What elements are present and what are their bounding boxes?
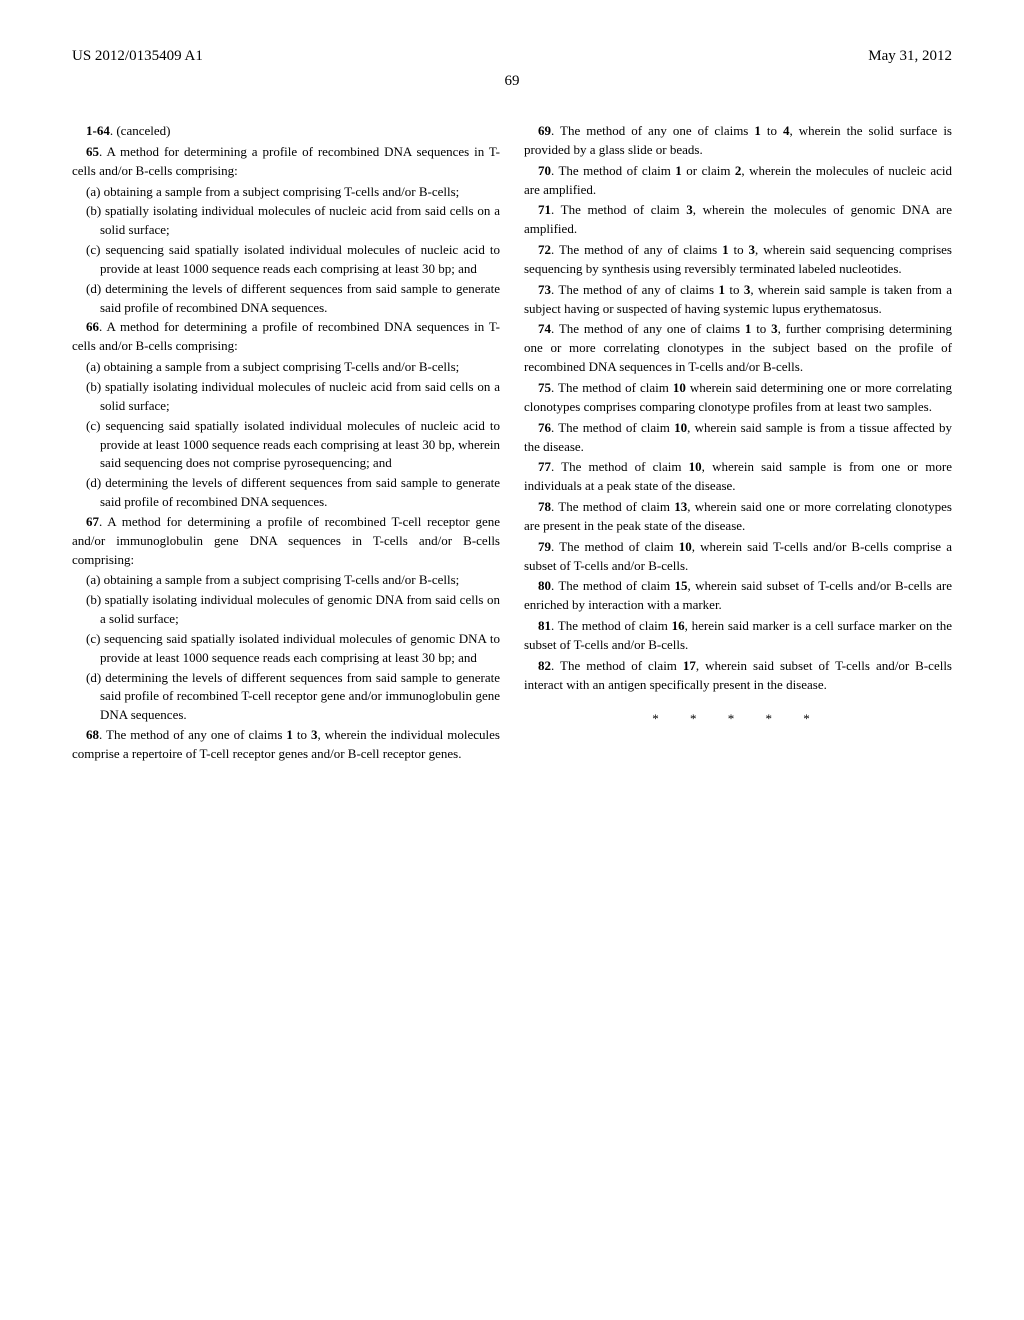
claim-num: 67	[86, 514, 99, 529]
claim-text: or claim	[682, 163, 735, 178]
claim-num: 79	[538, 539, 551, 554]
content-columns: 1-64. (canceled) 65. A method for determ…	[72, 122, 952, 766]
claim-num: 73	[538, 282, 551, 297]
claim-num: 78	[538, 499, 551, 514]
claim-67-c: (c) sequencing said spatially isolated i…	[72, 630, 500, 668]
left-column: 1-64. (canceled) 65. A method for determ…	[72, 122, 500, 766]
claim-text: . (canceled)	[110, 123, 171, 138]
claim-81: 81. The method of claim 16, herein said …	[524, 617, 952, 655]
claim-num: 1-64	[86, 123, 110, 138]
claim-ref: 10	[689, 459, 702, 474]
claim-65-a: (a) obtaining a sample from a subject co…	[72, 183, 500, 202]
claim-68: 68. The method of any one of claims 1 to…	[72, 726, 500, 764]
claim-ref: 16	[672, 618, 685, 633]
claim-77: 77. The method of claim 10, wherein said…	[524, 458, 952, 496]
claim-text: . The method of any one of claims	[551, 321, 745, 336]
claim-69: 69. The method of any one of claims 1 to…	[524, 122, 952, 160]
claim-num: 82	[538, 658, 551, 673]
claim-text: . The method of claim	[551, 420, 674, 435]
claim-78: 78. The method of claim 13, wherein said…	[524, 498, 952, 536]
claim-ref: 17	[683, 658, 696, 673]
page-header: US 2012/0135409 A1 May 31, 2012	[72, 48, 952, 65]
claim-text: . The method of claim	[551, 380, 673, 395]
claim-text: . The method of claim	[551, 618, 672, 633]
claim-73: 73. The method of any of claims 1 to 3, …	[524, 281, 952, 319]
claim-67-a: (a) obtaining a sample from a subject co…	[72, 571, 500, 590]
claim-67-d: (d) determining the levels of different …	[72, 669, 500, 726]
claim-75: 75. The method of claim 10 wherein said …	[524, 379, 952, 417]
claim-num: 65	[86, 144, 99, 159]
claim-67-b: (b) spatially isolating individual molec…	[72, 591, 500, 629]
claim-num: 74	[538, 321, 551, 336]
claim-num: 81	[538, 618, 551, 633]
claim-66-c: (c) sequencing said spatially isolated i…	[72, 417, 500, 474]
claim-65-intro: 65. A method for determining a profile o…	[72, 143, 500, 181]
claim-text: . A method for determining a profile of …	[72, 319, 500, 353]
claim-text: . The method of claim	[551, 578, 675, 593]
claim-66-a: (a) obtaining a sample from a subject co…	[72, 358, 500, 377]
claim-text: . The method of any of claims	[551, 242, 722, 257]
publication-date: May 31, 2012	[868, 48, 952, 65]
claim-70: 70. The method of claim 1 or claim 2, wh…	[524, 162, 952, 200]
claim-65-d: (d) determining the levels of different …	[72, 280, 500, 318]
claim-text: . The method of claim	[551, 658, 683, 673]
claim-num: 70	[538, 163, 551, 178]
page-number: 69	[72, 73, 952, 90]
claim-text: to	[293, 727, 311, 742]
claim-text: . The method of claim	[551, 499, 674, 514]
end-asterisks: * * * * *	[524, 710, 952, 729]
claim-76: 76. The method of claim 10, wherein said…	[524, 419, 952, 457]
claim-num: 76	[538, 420, 551, 435]
claim-text: . A method for determining a profile of …	[72, 144, 500, 178]
claim-text: to	[725, 282, 744, 297]
claim-82: 82. The method of claim 17, wherein said…	[524, 657, 952, 695]
claim-67-intro: 67. A method for determining a profile o…	[72, 513, 500, 570]
claim-num: 75	[538, 380, 551, 395]
claim-72: 72. The method of any of claims 1 to 3, …	[524, 241, 952, 279]
claim-ref: 10	[674, 420, 687, 435]
claim-num: 77	[538, 459, 551, 474]
claim-74: 74. The method of any one of claims 1 to…	[524, 320, 952, 377]
claim-text: . The method of any one of claims	[99, 727, 286, 742]
claim-num: 68	[86, 727, 99, 742]
claim-66-b: (b) spatially isolating individual molec…	[72, 378, 500, 416]
claim-80: 80. The method of claim 15, wherein said…	[524, 577, 952, 615]
claim-71: 71. The method of claim 3, wherein the m…	[524, 201, 952, 239]
claim-num: 72	[538, 242, 551, 257]
claim-ref: 13	[674, 499, 687, 514]
claim-ref: 10	[673, 380, 686, 395]
claim-66-d: (d) determining the levels of different …	[72, 474, 500, 512]
claim-text: to	[751, 321, 771, 336]
claim-num: 71	[538, 202, 551, 217]
claim-num: 69	[538, 123, 551, 138]
claim-canceled: 1-64. (canceled)	[72, 122, 500, 141]
claim-text: to	[761, 123, 783, 138]
claim-text: . The method of claim	[551, 163, 675, 178]
claim-text: . A method for determining a profile of …	[72, 514, 500, 567]
claim-text: . The method of any of claims	[551, 282, 718, 297]
claim-text: . The method of claim	[551, 459, 689, 474]
claim-text: to	[729, 242, 749, 257]
claim-num: 66	[86, 319, 99, 334]
claim-text: . The method of any one of claims	[551, 123, 754, 138]
right-column: 69. The method of any one of claims 1 to…	[524, 122, 952, 766]
publication-number: US 2012/0135409 A1	[72, 48, 203, 65]
claim-65-b: (b) spatially isolating individual molec…	[72, 202, 500, 240]
claim-text: . The method of claim	[551, 202, 686, 217]
claim-text: . The method of claim	[551, 539, 679, 554]
claim-num: 80	[538, 578, 551, 593]
claim-65-c: (c) sequencing said spatially isolated i…	[72, 241, 500, 279]
claim-ref: 10	[679, 539, 692, 554]
claim-79: 79. The method of claim 10, wherein said…	[524, 538, 952, 576]
claim-66-intro: 66. A method for determining a profile o…	[72, 318, 500, 356]
claim-ref: 15	[675, 578, 688, 593]
